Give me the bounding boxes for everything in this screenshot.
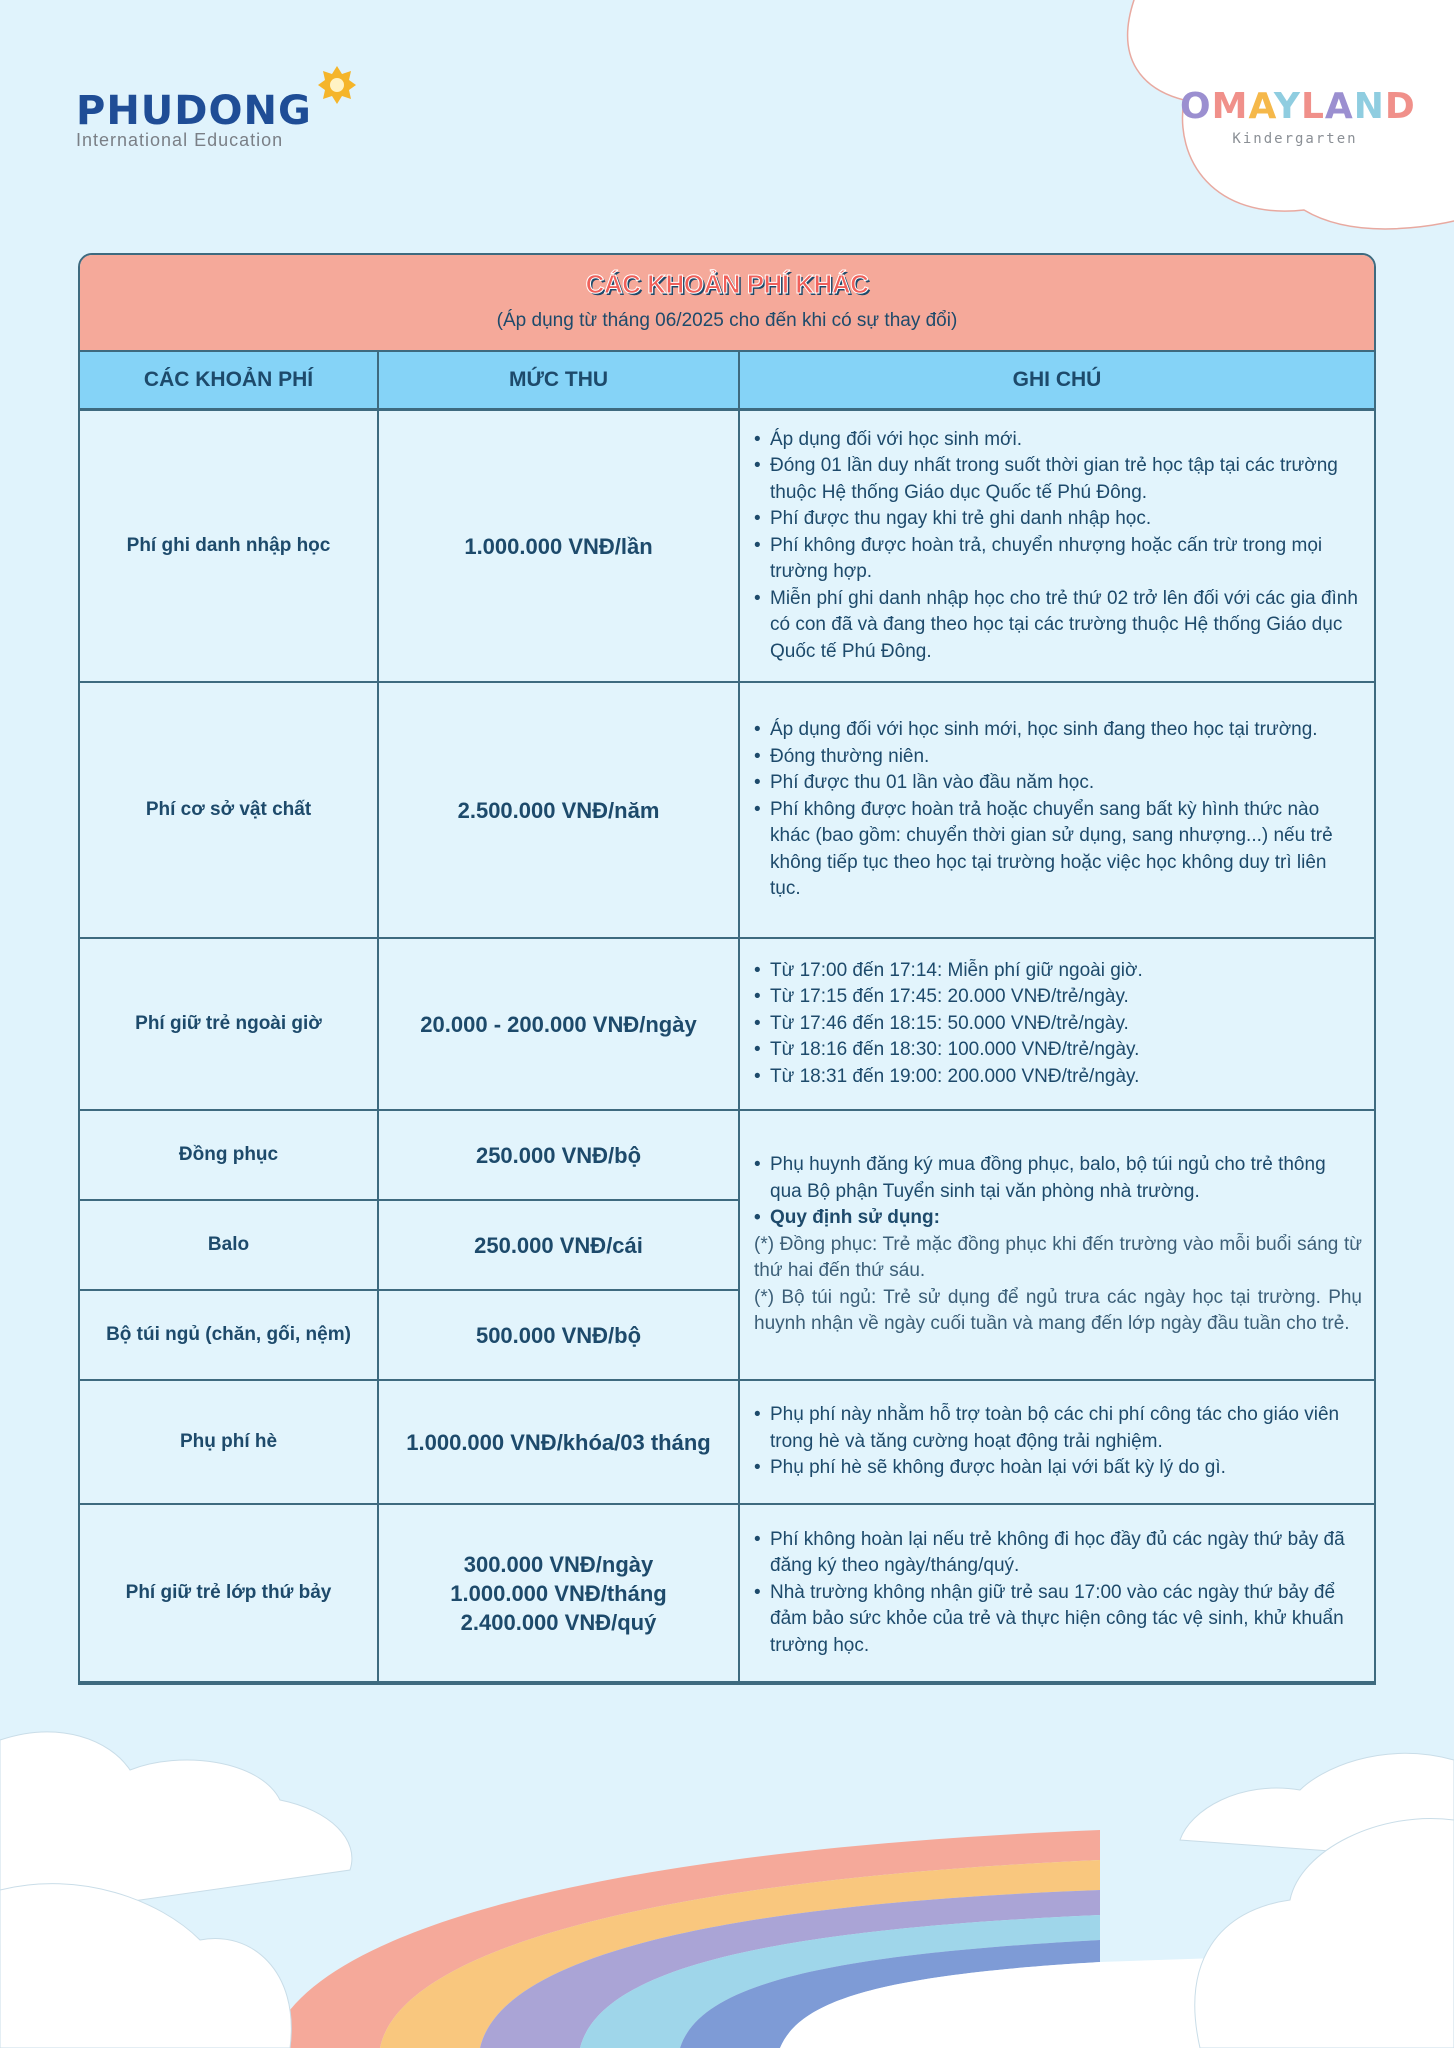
note-item: Phí không hoàn lại nếu trẻ không đi học … xyxy=(754,1527,1362,1580)
note-item: Phí không được hoàn trả, chuyển nhượng h… xyxy=(754,533,1362,586)
column-header: CÁC KHOẢN PHÍ xyxy=(80,352,379,411)
notes-list: Áp dụng đối với học sinh mới, học sinh đ… xyxy=(754,717,1362,903)
logo-brand: PHUDONG xyxy=(76,88,312,134)
table-subtitle: (Áp dụng từ tháng 06/2025 cho đến khi có… xyxy=(496,310,958,331)
table-title: CÁC KHOẢN PHÍ KHÁC xyxy=(585,269,869,300)
fee-price: 500.000 VNĐ/bộ xyxy=(379,1291,740,1381)
table-grid: CÁC KHOẢN PHÍ MỨC THU GHI CHÚ Phí ghi da… xyxy=(80,352,1374,1683)
note-item: Áp dụng đối với học sinh mới. xyxy=(754,427,1362,454)
fee-price-cell: 300.000 VNĐ/ngày 1.000.000 VNĐ/tháng 2.400… xyxy=(379,1505,740,1683)
note-item: Đóng 01 lần duy nhất trong suốt thời gia… xyxy=(754,453,1362,506)
fee-price-cell: 1.000.000 VNĐ/khóa/03 tháng xyxy=(379,1381,740,1505)
rainbow-clouds-decoration xyxy=(0,1731,1454,2048)
supplies-notes: Phụ huynh đăng ký mua đồng phục, balo, b… xyxy=(754,1152,1362,1338)
note-item: Từ 18:16 đến 18:30: 100.000 VNĐ/trẻ/ngày… xyxy=(754,1037,1143,1064)
notes-cell: Phụ huynh đăng ký mua đồng phục, balo, b… xyxy=(740,1111,1374,1381)
fee-name: Phí cơ sở vật chất xyxy=(80,683,379,939)
note-item: Phí được thu 01 lần vào đầu năm học. xyxy=(754,770,1362,797)
fee-name: Phí giữ trẻ lớp thứ bảy xyxy=(80,1505,379,1683)
notes-cell: Áp dụng đối với học sinh mới, học sinh đ… xyxy=(740,683,1374,939)
fee-price: 2.500.000 VNĐ/năm xyxy=(379,683,740,939)
column-header: GHI CHÚ xyxy=(740,352,1374,411)
logo-subtitle: Kindergarten xyxy=(1232,131,1358,147)
fee-price: 250.000 VNĐ/bộ xyxy=(379,1111,740,1201)
notes-list: Áp dụng đối với học sinh mới.Đóng 01 lần… xyxy=(754,427,1362,666)
note-item: Áp dụng đối với học sinh mới, học sinh đ… xyxy=(754,717,1362,744)
rule-sleeping-bag: (*) Bộ túi ngủ: Trẻ sử dụng để ngủ trưa … xyxy=(754,1286,1362,1335)
notes-cell: Áp dụng đối với học sinh mới.Đóng 01 lần… xyxy=(740,411,1374,683)
fee-price: 1.000.000 VNĐ/khóa/03 tháng xyxy=(406,1429,711,1455)
column-header: MỨC THU xyxy=(379,352,740,411)
fee-name: Đồng phục xyxy=(80,1111,379,1201)
cloud-decoration xyxy=(1126,0,1454,230)
note-item: Phụ phí hè sẽ không được hoàn lại với bấ… xyxy=(754,1455,1362,1482)
note-item: Phụ phí này nhằm hỗ trợ toàn bộ các chi … xyxy=(754,1402,1362,1455)
fee-price: 2.400.000 VNĐ/quý xyxy=(460,1609,657,1635)
note-item: Từ 17:15 đến 17:45: 20.000 VNĐ/trẻ/ngày. xyxy=(754,984,1143,1011)
logo-brand: OMAYLAND xyxy=(1180,86,1416,127)
note-item: Đóng thường niên. xyxy=(754,744,1362,771)
sun-icon xyxy=(318,66,356,104)
note-item: Phụ huynh đăng ký mua đồng phục, balo, b… xyxy=(754,1152,1362,1205)
note-item: Phí được thu ngay khi trẻ ghi danh nhập … xyxy=(754,506,1362,533)
fee-name: Phụ phí hè xyxy=(80,1381,379,1505)
table-title-row: CÁC KHOẢN PHÍ KHÁC (Áp dụng từ tháng 06/… xyxy=(80,255,1374,352)
fee-price: 300.000 VNĐ/ngày xyxy=(463,1551,654,1577)
note-item: Từ 17:00 đến 17:14: Miễn phí giữ ngoài g… xyxy=(754,958,1143,985)
note-item: Từ 18:31 đến 19:00: 200.000 VNĐ/trẻ/ngày… xyxy=(754,1064,1143,1091)
notes-list: Phí không hoàn lại nếu trẻ không đi học … xyxy=(754,1527,1362,1660)
rule-uniform: (*) Đồng phục: Trẻ mặc đồng phục khi đến… xyxy=(754,1233,1362,1282)
fee-price: 250.000 VNĐ/cái xyxy=(379,1201,740,1291)
notes-list: Phụ phí này nhằm hỗ trợ toàn bộ các chi … xyxy=(754,1402,1362,1482)
fee-name: Bộ túi ngủ (chăn, gối, nệm) xyxy=(80,1291,379,1381)
fee-name: Phí ghi danh nhập học xyxy=(80,411,379,683)
omayland-logo: OMAYLAND Kindergarten xyxy=(1180,86,1416,147)
note-item: Miễn phí ghi danh nhập học cho trẻ thứ 0… xyxy=(754,586,1362,666)
notes-list: Phụ huynh đăng ký mua đồng phục, balo, b… xyxy=(754,1152,1362,1232)
phudong-logo: PHUDONG International Education xyxy=(76,88,312,151)
notes-cell: Phụ phí này nhằm hỗ trợ toàn bộ các chi … xyxy=(740,1381,1374,1505)
fee-price: 20.000 - 200.000 VNĐ/ngày xyxy=(379,939,740,1111)
note-item: Nhà trường không nhận giữ trẻ sau 17:00 … xyxy=(754,1580,1362,1660)
fees-table: CÁC KHOẢN PHÍ KHÁC (Áp dụng từ tháng 06/… xyxy=(78,253,1376,1685)
note-item: Từ 17:46 đến 18:15: 50.000 VNĐ/trẻ/ngày. xyxy=(754,1011,1143,1038)
notes-cell: Phí không hoàn lại nếu trẻ không đi học … xyxy=(740,1505,1374,1683)
fee-price: 1.000.000 VNĐ/tháng xyxy=(450,1580,667,1606)
note-item: Phí không được hoàn trả hoặc chuyển sang… xyxy=(754,797,1362,903)
fee-name: Phí giữ trẻ ngoài giờ xyxy=(80,939,379,1111)
notes-list: Từ 17:00 đến 17:14: Miễn phí giữ ngoài g… xyxy=(754,958,1143,1091)
note-heading: Quy định sử dụng: xyxy=(754,1205,1362,1232)
logo-subtitle: International Education xyxy=(76,130,284,150)
notes-cell: Từ 17:00 đến 17:14: Miễn phí giữ ngoài g… xyxy=(740,939,1374,1111)
fee-name: Balo xyxy=(80,1201,379,1291)
fee-price: 1.000.000 VNĐ/lần xyxy=(379,411,740,683)
